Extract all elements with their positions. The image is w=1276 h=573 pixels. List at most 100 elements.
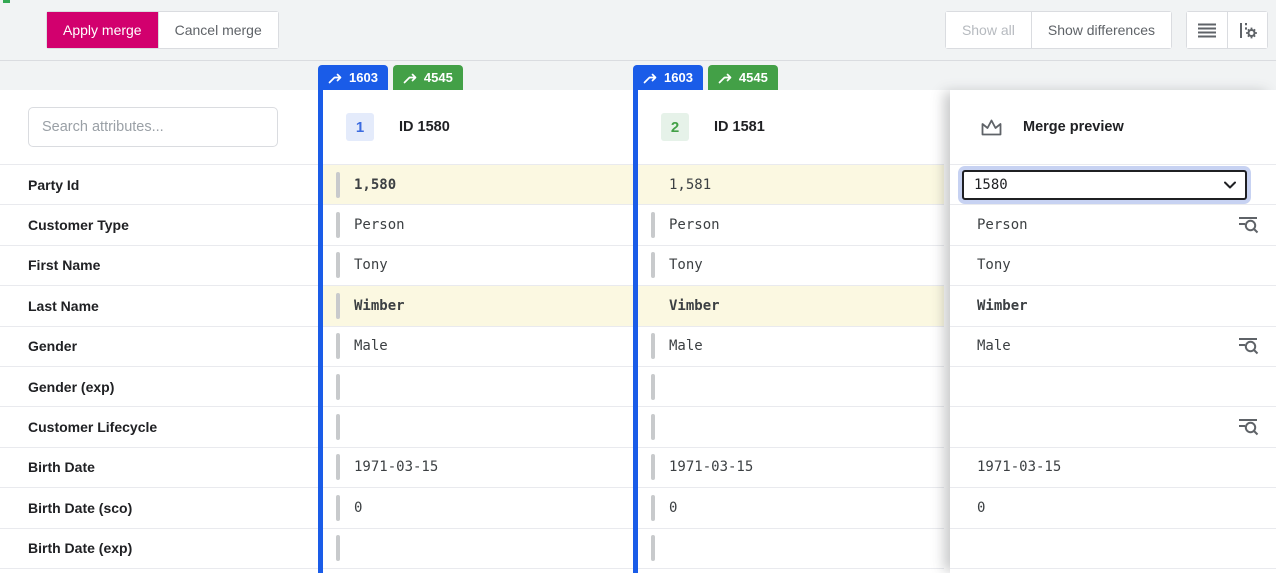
selected-value-marker (651, 333, 655, 360)
value-cell[interactable]: 1971-03-15 (638, 446, 944, 487)
filter-toggle-group: Show all Show differences (944, 11, 1172, 49)
row-divider (638, 567, 944, 573)
selected-value-marker (651, 252, 655, 279)
column-settings-button[interactable] (1227, 12, 1267, 48)
row-divider (323, 567, 633, 573)
selected-value-marker (336, 252, 340, 279)
row-density-icon (1198, 23, 1216, 37)
attribute-label-row: Birth Date (0, 446, 318, 487)
value-cell[interactable]: 1,580 (323, 164, 633, 205)
value-cell[interactable]: Person (323, 204, 633, 244)
apply-merge-button[interactable]: Apply merge (47, 12, 158, 48)
value-cell[interactable] (323, 527, 633, 568)
merge-preview-header: Merge preview (950, 90, 1276, 164)
attribute-label-row: Birth Date (sco) (0, 487, 318, 527)
show-differences-button[interactable]: Show differences (1030, 12, 1171, 48)
eq-search-icon[interactable] (1236, 213, 1260, 237)
cell-value: Person (354, 217, 405, 234)
cell-value: Person (669, 217, 720, 234)
record2-merge-tabs: 1603 4545 (633, 65, 778, 90)
view-options-group (1186, 11, 1268, 49)
value-cell[interactable]: Person (638, 204, 944, 244)
merge-preview-panel: Merge preview 1580 Person Tony Wimber Male… (950, 90, 1276, 573)
merge-tab-4545[interactable]: 4545 (392, 65, 463, 90)
attribute-label-row: Birth Date (exp) (0, 527, 318, 568)
selected-value-marker (651, 454, 655, 481)
merge-tab-1603[interactable]: 1603 (318, 65, 388, 90)
selected-value-marker (336, 454, 340, 481)
cell-value: Wimber (354, 297, 405, 314)
cell-value: 1971-03-15 (354, 459, 439, 476)
merge-arrow-icon (403, 73, 417, 83)
value-cell[interactable]: Male (323, 325, 633, 366)
value-cell[interactable]: Vimber (638, 285, 944, 326)
attribute-label-row: Gender (exp) (0, 365, 318, 406)
value-cell[interactable]: 0 (638, 487, 944, 527)
value-cell[interactable] (638, 365, 944, 406)
selected-value-marker (651, 373, 655, 400)
value-cell[interactable]: 1971-03-15 (323, 446, 633, 487)
selected-value-marker (336, 414, 340, 441)
progress-artifact (3, 0, 10, 3)
value-cell[interactable] (323, 406, 633, 446)
selected-value-marker (336, 535, 340, 562)
eq-search-icon[interactable] (1236, 415, 1260, 439)
row-density-button[interactable] (1187, 12, 1227, 48)
record2-chip: 2 (661, 113, 689, 141)
merge-value-select[interactable]: 1580 (962, 169, 1247, 200)
value-cell[interactable]: Tony (323, 244, 633, 285)
merge-preview-values: 1580 Person Tony Wimber Male 1971-03-15 0 (950, 164, 1276, 568)
selected-value-marker (336, 212, 340, 239)
record1-values: 1,580 Person Tony Wimber Male 1971-03-15 0 (323, 164, 633, 568)
selected-value-marker (651, 535, 655, 562)
merge-arrow-icon (718, 73, 732, 83)
value-cell[interactable] (638, 527, 944, 568)
cell-value: Male (354, 338, 388, 355)
cell-value: 1971-03-15 (669, 459, 754, 476)
row-divider (950, 567, 1276, 573)
merge-preview-title: Merge preview (1023, 119, 1124, 135)
attribute-label-row: Customer Lifecycle (0, 406, 318, 446)
cancel-merge-button[interactable]: Cancel merge (157, 12, 278, 48)
preview-value: Wimber (977, 297, 1028, 314)
selected-value-marker (336, 171, 340, 198)
preview-value-row (950, 527, 1276, 568)
value-cell[interactable]: 1,581 (638, 164, 944, 205)
value-cell[interactable]: Tony (638, 244, 944, 285)
preview-value: Tony (977, 257, 1011, 274)
value-cell[interactable]: Male (638, 325, 944, 366)
attribute-label-row: Customer Type (0, 204, 318, 244)
preview-select-row: 1580 (950, 164, 1276, 204)
preview-value-row: Male (950, 325, 1276, 366)
attribute-label-row: First Name (0, 244, 318, 285)
record2-id: ID 1581 (714, 119, 765, 135)
selected-value-marker (336, 292, 340, 319)
merge-tab-label: 1603 (349, 70, 378, 85)
value-cell[interactable]: 0 (323, 487, 633, 527)
value-cell[interactable] (638, 406, 944, 446)
merge-tab-1603[interactable]: 1603 (633, 65, 703, 90)
merge-tab-4545[interactable]: 4545 (707, 65, 778, 90)
merge-arrow-icon (328, 73, 342, 83)
record-column-1: 1 ID 1580 1,580 Person Tony Wimber Male 1971-… (318, 90, 633, 573)
show-all-button[interactable]: Show all (945, 12, 1031, 48)
selected-value-marker (651, 212, 655, 239)
selected-value-marker (651, 494, 655, 521)
preview-value-row (950, 365, 1276, 406)
cell-value: Tony (354, 257, 388, 274)
selected-value-marker (651, 414, 655, 441)
record1-merge-tabs: 1603 4545 (318, 65, 463, 90)
cell-value: 0 (354, 499, 363, 516)
column-settings-icon (1239, 22, 1257, 38)
preview-value-row: Tony (950, 244, 1276, 285)
attribute-label-row: Last Name (0, 285, 318, 325)
preview-value-row: Wimber (950, 285, 1276, 325)
merge-tab-label: 4545 (423, 70, 453, 85)
merge-tab-label: 1603 (664, 70, 693, 85)
value-cell[interactable] (323, 365, 633, 406)
eq-search-icon[interactable] (1236, 334, 1260, 358)
value-cell[interactable]: Wimber (323, 285, 633, 326)
record1-header: 1 ID 1580 (323, 90, 633, 164)
chevron-down-icon (1224, 181, 1236, 189)
search-attributes-input[interactable] (28, 107, 278, 147)
